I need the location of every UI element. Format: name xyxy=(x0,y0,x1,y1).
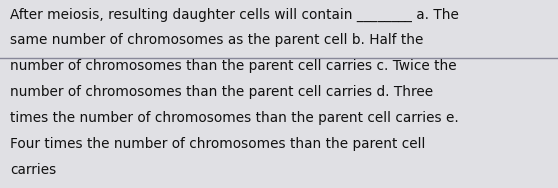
Text: times the number of chromosomes than the parent cell carries e.: times the number of chromosomes than the… xyxy=(10,111,459,125)
Text: Four times the number of chromosomes than the parent cell: Four times the number of chromosomes tha… xyxy=(10,137,425,151)
Text: same number of chromosomes as the parent cell b. Half the: same number of chromosomes as the parent… xyxy=(10,33,424,47)
Text: carries: carries xyxy=(10,163,56,177)
Text: number of chromosomes than the parent cell carries d. Three: number of chromosomes than the parent ce… xyxy=(10,85,433,99)
Text: number of chromosomes than the parent cell carries c. Twice the: number of chromosomes than the parent ce… xyxy=(10,59,456,73)
Text: After meiosis, resulting daughter cells will contain ________ a. The: After meiosis, resulting daughter cells … xyxy=(10,8,459,22)
